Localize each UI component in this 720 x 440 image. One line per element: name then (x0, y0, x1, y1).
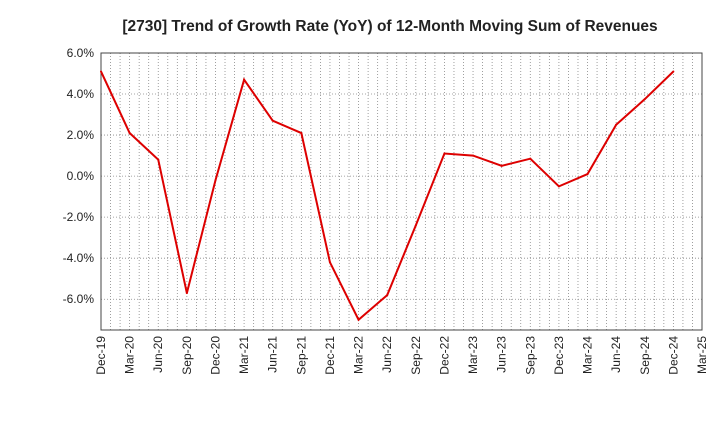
data-point (586, 173, 589, 176)
x-tick-label: Jun-24 (609, 336, 623, 373)
series-layer (100, 70, 675, 322)
x-tick-label: Mar-24 (581, 336, 595, 374)
x-tick-label: Mar-22 (352, 336, 366, 374)
data-point (328, 261, 331, 264)
x-tick-label: Jun-21 (266, 336, 280, 373)
data-point (672, 70, 675, 73)
data-point (271, 119, 274, 122)
y-tick-label: 4.0% (67, 87, 95, 101)
chart-title: [2730] Trend of Growth Rate (YoY) of 12-… (122, 18, 657, 35)
x-tick-label: Dec-23 (552, 336, 566, 375)
grid (100, 52, 703, 330)
y-tick-label: -2.0% (63, 210, 95, 224)
x-tick-label: Dec-19 (94, 336, 108, 375)
data-point (443, 152, 446, 155)
x-tick-labels: Dec-19 Mar-20 Jun-20 Sep-20 Dec-20 Mar-21 Jun-… (94, 336, 709, 375)
data-point (529, 157, 532, 160)
x-tick-label: Jun-20 (151, 336, 165, 373)
x-tick-label: Dec-21 (323, 336, 337, 375)
x-tick-label: Dec-20 (208, 336, 222, 375)
x-tick-label: Mar-21 (237, 336, 251, 374)
data-point (100, 70, 102, 73)
data-point (128, 132, 131, 135)
data-point (300, 132, 303, 135)
data-point (643, 98, 646, 101)
x-tick-label: Mar-20 (123, 336, 137, 374)
axes (100, 52, 703, 331)
x-tick-label: Dec-24 (666, 336, 680, 375)
data-point (185, 292, 188, 295)
data-point (243, 78, 246, 81)
x-tick-label: Sep-21 (294, 336, 308, 375)
x-tick-label: Jun-23 (495, 336, 509, 373)
y-tick-label: -4.0% (63, 251, 95, 265)
x-tick-label: Sep-22 (409, 336, 423, 375)
data-point (357, 318, 360, 321)
y-tick-label: 2.0% (67, 128, 95, 142)
data-point (414, 224, 417, 227)
data-point (472, 154, 475, 157)
data-point (214, 179, 217, 182)
data-point (615, 123, 618, 126)
y-tick-label: 6.0% (67, 46, 95, 60)
data-point (157, 158, 160, 161)
x-tick-label: Mar-25 (695, 336, 709, 374)
y-tick-label: 0.0% (67, 169, 95, 183)
x-tick-label: Sep-23 (523, 336, 537, 375)
x-tick-label: Sep-24 (638, 336, 652, 375)
plot-frame (100, 52, 703, 331)
data-point (500, 164, 503, 167)
y-tick-label: -6.0% (63, 292, 95, 306)
series-line (100, 70, 675, 322)
x-tick-label: Dec-22 (437, 336, 451, 375)
x-tick-label: Jun-22 (380, 336, 394, 373)
x-tick-label: Mar-23 (466, 336, 480, 374)
y-tick-labels: 6.0% 4.0% 2.0% 0.0% -2.0% -4.0% -6.0% (63, 46, 95, 306)
data-point (557, 185, 560, 188)
data-point (386, 294, 389, 297)
x-tick-label: Sep-20 (180, 336, 194, 375)
